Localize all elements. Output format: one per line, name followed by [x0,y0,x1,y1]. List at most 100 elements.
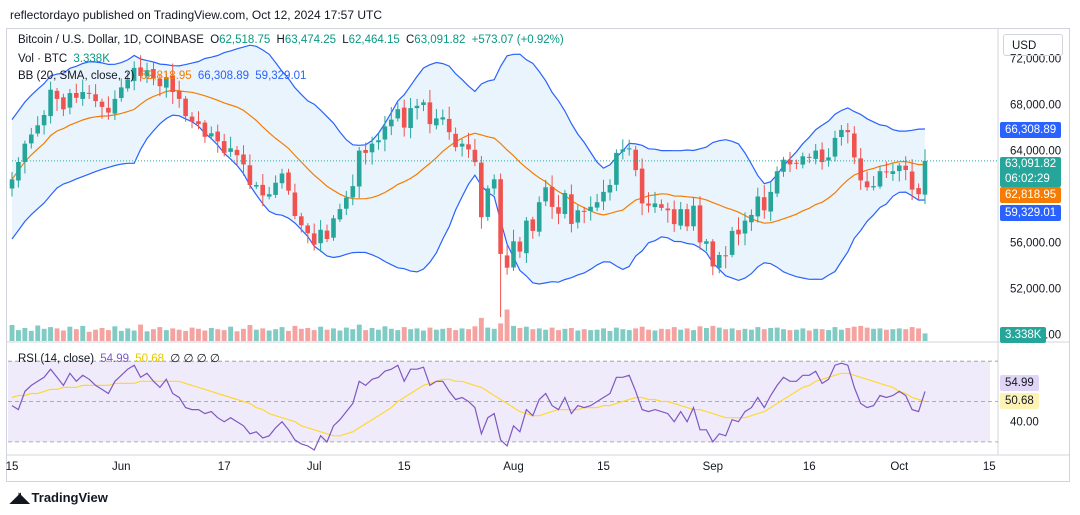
legend-symbol[interactable]: Bitcoin / U.S. Dollar, 1D, COINBASE [18,34,204,46]
legend-open-label: O [210,34,220,46]
candle-body [254,185,259,187]
tradingview-logo-text: TradingView [31,490,108,505]
volume-bar [839,329,844,341]
volume-bar [138,324,143,341]
volume-bar [292,325,298,341]
candle-body [241,154,246,165]
candle-body [106,107,111,113]
candle-body [781,159,786,172]
candle-body [749,214,754,223]
candle-body [331,218,336,238]
volume-bar [151,329,156,341]
candle-body [858,158,863,181]
candle-body [614,152,619,185]
tradingview-logo[interactable]: ◢◣ TradingView [10,489,108,506]
candle-body [652,203,658,208]
volume-bar [684,328,690,341]
volume-bar [376,329,381,341]
candle-body [215,131,220,142]
price-candles [9,55,998,317]
candle-body [768,191,773,212]
candle-body [22,143,28,162]
volume-bar [99,328,105,341]
candle-body [472,149,478,163]
chart-frame [6,28,1070,482]
volume-bar [118,330,124,341]
volume-bar [472,326,478,341]
candle-body [93,94,98,102]
volume-bar [414,328,420,341]
volume-bar [723,329,729,341]
volume-bar [916,328,921,341]
price-tick-label: 72,000.00 [1010,54,1061,66]
candle-body [266,194,272,197]
volume-bar [581,329,587,341]
candle-body [903,165,908,170]
currency-button[interactable]: USD [1003,34,1063,56]
legend-close-label: C [405,34,415,46]
volume-bar [54,328,60,341]
volume-bar [562,328,568,341]
candle-body [112,98,118,114]
candle-body [157,79,163,87]
legend-low: 62,464.15 [348,34,400,46]
candle-body [459,143,465,147]
volume-bar [459,328,465,341]
candle-body [376,140,381,143]
volume-bar [485,327,491,341]
candle-body [691,205,696,227]
candle-body [877,171,883,187]
price-tick-label: 52,000.00 [1010,283,1061,295]
candle-body [684,209,690,227]
volume-bar [588,330,594,341]
candle-body [511,241,516,268]
time-tick-label: Sep [703,461,723,473]
candle-body [704,241,709,244]
legend-bb-label[interactable]: BB (20, SMA, close, 2) [18,70,135,82]
volume-bar [22,328,28,341]
legend-rsi-label[interactable]: RSI (14, close) [18,353,95,365]
volume-bar [716,327,722,341]
volume-bar [279,327,285,341]
candle-body [807,156,812,158]
volume-bar [48,327,53,341]
candle-body [74,93,79,98]
volume-bar [536,328,542,341]
candle-body [324,230,330,239]
legend-vol-label[interactable]: Vol · BTC [18,53,68,65]
candle-body [755,196,761,217]
candle-body [247,165,253,185]
volume-bar [678,329,684,341]
candle-body [800,156,806,165]
candle-body [138,67,143,76]
volume-bar [781,329,786,341]
candle-body [196,121,201,125]
candle-body [897,165,902,172]
volume-bar [768,328,774,341]
volume-bar [286,330,291,341]
volume-bar [163,330,169,341]
volume-bar [626,330,632,341]
volume-bar [858,325,864,341]
volume-bar [221,330,227,341]
volume-bar [408,329,414,341]
volume-bar [543,329,549,341]
candle-body [125,79,130,89]
candle-body [41,115,47,126]
candle-body [446,118,452,133]
candle-body [761,197,767,211]
candle-body [729,230,735,255]
candle-body [183,98,188,117]
volume-bar [35,325,41,341]
volume-bar [170,328,176,341]
volume-bar [658,328,664,341]
volume-bar [440,328,446,341]
volume-bar [774,327,780,341]
candle-body [774,171,780,194]
candle-body [119,87,124,98]
candle-body [678,209,683,226]
volume-bar [446,328,452,341]
candle-body [363,150,368,153]
candle-body [273,182,278,195]
